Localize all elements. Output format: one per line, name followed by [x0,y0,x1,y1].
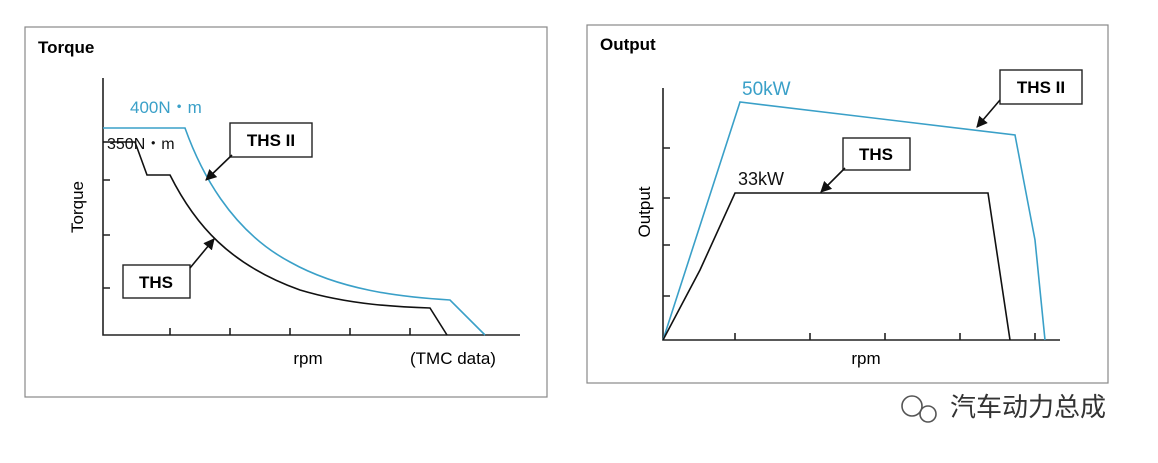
callout-arrow [976,99,1001,128]
callout-box [122,264,191,299]
callout-label: THS II [1017,78,1065,97]
ths2-output-curve [662,101,1046,341]
callout-label: THS [859,145,893,164]
callout-box [229,122,313,158]
ths-value-label: 33kW [738,169,784,189]
ths2-torque-curve [103,127,486,336]
ths-torque-curve [103,141,448,336]
ths-output-curve [662,192,1011,341]
callout-label: THS [139,273,173,292]
watermark-icon [901,395,937,423]
callout-label: THS II [247,131,295,150]
callout-arrow [205,154,233,181]
data-note: (TMC data) [410,349,496,368]
panel-title: Torque [38,38,94,57]
x-axis-label: rpm [293,349,322,368]
panel-title: Output [600,35,656,54]
y-axis-label: Torque [68,181,87,233]
callout-arrow [820,167,846,193]
y-axis-label: Output [635,186,654,237]
ths2-value-label: 400N・m [130,98,202,117]
watermark: 汽车动力总成 [950,392,1106,422]
callout-box [842,137,911,171]
callout-arrow [189,238,215,269]
ths-value-label: 350N・m [107,136,175,153]
torque-axes [102,78,520,336]
x-axis-label: rpm [851,349,880,368]
ths2-value-label: 50kW [742,79,791,100]
callout-box [999,69,1083,105]
